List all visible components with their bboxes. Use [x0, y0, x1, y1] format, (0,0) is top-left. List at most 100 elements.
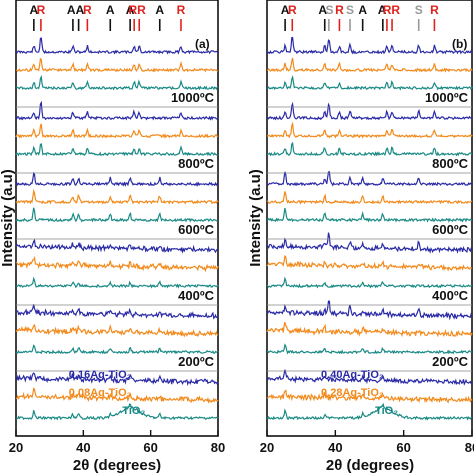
xrd-trace-orange	[266, 57, 473, 73]
panel-a-temperature-labels: 1000ºC 800ºC 600ºC 400ºC 200ºC	[171, 90, 215, 369]
xrd-trace-teal	[15, 403, 219, 421]
phase-marker-label: RR	[383, 3, 401, 17]
xrd-trace-blue	[15, 304, 219, 320]
phase-marker-label: S	[346, 3, 354, 17]
temperature-label: 600ºC	[178, 222, 214, 237]
phase-marker-label: RR	[129, 3, 147, 17]
xrd-trace-orange	[15, 255, 219, 273]
phase-marker-label: A	[281, 3, 290, 17]
panel-b-temperature-labels: 1000ºC 800ºC 600ºC 400ºC 200ºC	[425, 90, 469, 369]
xrd-trace-blue	[15, 171, 219, 187]
phase-marker-label: R	[37, 3, 46, 17]
xrd-trace-teal	[15, 344, 219, 355]
xrd-trace-blue	[266, 369, 473, 386]
xrd-trace-orange	[266, 121, 473, 139]
phase-marker-label: S	[415, 3, 423, 17]
panel-b-traces	[266, 36, 473, 421]
temperature-label: 1000ºC	[425, 90, 469, 105]
xrd-trace-blue	[15, 37, 219, 55]
temperature-label: 200ºC	[432, 354, 468, 369]
xrd-trace-teal	[266, 402, 473, 421]
xrd-trace-orange	[16, 57, 219, 73]
x-tick-label: 80	[465, 440, 474, 455]
panel-a-phase-markers: AR AAR A ARR A R	[30, 3, 186, 31]
phase-marker-label: R	[335, 3, 344, 17]
xrd-trace-orange	[266, 191, 473, 205]
panel-b-frame	[266, 0, 473, 437]
phase-marker-label: A	[318, 3, 327, 17]
xrd-trace-orange	[266, 389, 473, 404]
xrd-trace-teal	[266, 343, 472, 355]
phase-marker-label: R	[288, 3, 297, 17]
xrd-trace-teal	[266, 141, 473, 157]
panel-a-x-axis-title: 2θ (degrees)	[73, 457, 161, 474]
panel-b-phase-markers: AR AS R S A ARR S R	[281, 3, 439, 31]
temperature-label: 800ºC	[432, 156, 468, 171]
xrd-trace-teal	[15, 74, 219, 91]
xrd-trace-teal	[266, 276, 473, 289]
phase-marker-label: R	[83, 3, 92, 17]
panel-b-separators	[267, 106, 472, 372]
panel-a-frame	[15, 0, 219, 437]
panel-a-separators	[16, 106, 218, 372]
phase-marker-label: AA	[67, 3, 85, 17]
xrd-trace-blue	[15, 100, 219, 121]
xrd-trace-teal	[15, 207, 219, 223]
phase-marker-label: R	[177, 3, 186, 17]
x-tick-label: 40	[76, 440, 90, 455]
panel-b-x-ticks: 20 40 60 80	[260, 430, 474, 455]
sample-label: 0.16Ag-TiO₂	[69, 369, 132, 381]
phase-marker-label: A	[126, 3, 135, 17]
xrd-trace-teal	[267, 75, 473, 91]
phase-marker-label: A	[358, 3, 367, 17]
temperature-label: 400ºC	[432, 288, 468, 303]
x-tick-label: 20	[9, 440, 23, 455]
xrd-trace-blue	[266, 171, 473, 187]
xrd-trace-teal	[15, 143, 219, 157]
panel-b-label: (b)	[452, 37, 467, 51]
temperature-label: 1000ºC	[171, 90, 215, 105]
xrd-trace-orange	[15, 387, 219, 404]
xrd-trace-blue	[266, 300, 473, 321]
panel-a-label: (a)	[195, 37, 210, 51]
phase-marker-label: S	[326, 3, 334, 17]
panel-a-x-ticks: 20 40 60 80	[9, 430, 225, 455]
xrd-trace-orange	[15, 323, 219, 338]
panel-a-sample-labels: 0.16Ag-TiO₂ 0.08Ag-TiO₂ TiO₂	[69, 369, 146, 417]
temperature-label: 600ºC	[432, 222, 468, 237]
xrd-trace-teal	[15, 276, 219, 289]
xrd-trace-teal	[267, 207, 473, 223]
panel-b: AR AS R S A ARR S R 1000ºC800ºC600ºC400ºC200ºC …	[260, 0, 474, 474]
sample-label: 0.40Ag-TiO₂	[321, 369, 384, 381]
xrd-trace-blue	[266, 232, 473, 254]
sample-label: 0.28Ag-TiO₂	[321, 387, 384, 399]
x-tick-label: 60	[396, 440, 410, 455]
panel-a-traces	[15, 37, 219, 421]
x-tick-label: 40	[328, 440, 342, 455]
sample-label: 0.08Ag-TiO₂	[69, 387, 132, 399]
x-tick-label: 80	[211, 440, 225, 455]
xrd-trace-blue	[15, 238, 219, 254]
x-tick-label: 60	[143, 440, 157, 455]
panel-b-sample-labels: 0.40Ag-TiO₂ 0.28Ag-TiO₂ TiO₂	[321, 369, 398, 417]
xrd-trace-blue	[15, 372, 219, 387]
temperature-label: 800ºC	[178, 156, 214, 171]
sample-label: TiO₂	[122, 405, 145, 417]
xrd-trace-orange	[266, 321, 473, 338]
x-tick-label: 20	[260, 440, 274, 455]
xrd-trace-blue	[266, 101, 473, 121]
phase-marker-label: A	[106, 3, 115, 17]
phase-marker-label: A	[378, 3, 387, 17]
panel-a-y-axis-title: Intensity (a.u)	[0, 169, 16, 267]
phase-marker-label: A	[30, 3, 39, 17]
temperature-label: 200ºC	[178, 354, 214, 369]
xrd-trace-orange	[15, 123, 219, 139]
panel-b-y-axis-title: Intensity (a.u)	[247, 169, 264, 267]
phase-marker-label: A	[155, 3, 164, 17]
panel-b-x-axis-title: 2θ (degrees)	[326, 457, 414, 474]
phase-marker-label: R	[430, 3, 439, 17]
xrd-trace-orange	[15, 188, 219, 205]
xrd-trace-blue	[266, 36, 473, 55]
